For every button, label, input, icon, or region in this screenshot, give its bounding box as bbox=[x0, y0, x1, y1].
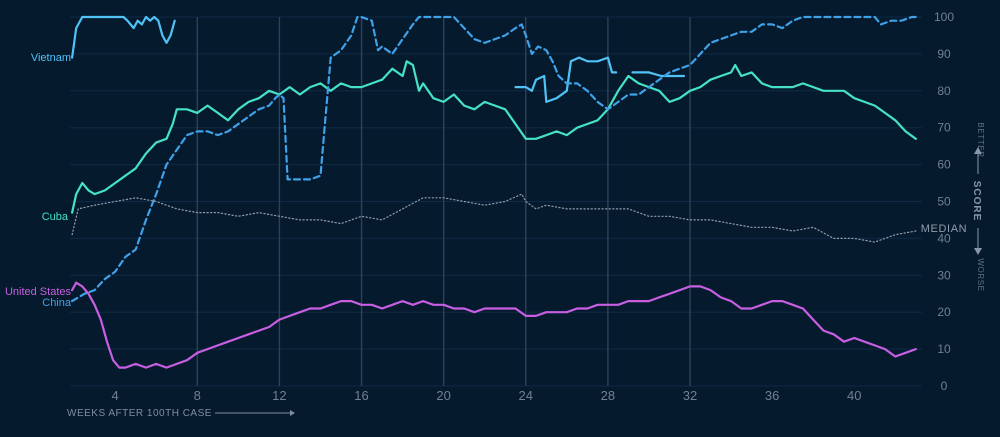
series-label-median: MEDIAN bbox=[921, 223, 967, 235]
score-axis-annotation: BETTER SCORE WORSE bbox=[971, 122, 985, 291]
x-tick-label-40: 40 bbox=[847, 388, 861, 403]
series-label-china: China bbox=[42, 297, 72, 309]
y-tick-label-0: 0 bbox=[941, 379, 948, 393]
y-tick-label-60: 60 bbox=[937, 158, 951, 172]
series-line-china-late bbox=[631, 71, 685, 78]
x-axis-ticks: 4 8 12 16 20 24 28 32 36 40 bbox=[112, 388, 862, 403]
better-arrow-icon bbox=[974, 147, 982, 154]
score-label: SCORE bbox=[971, 181, 982, 222]
y-tick-label-100: 100 bbox=[934, 10, 954, 24]
y-tick-label-30: 30 bbox=[937, 268, 951, 282]
worse-label: WORSE bbox=[976, 258, 985, 291]
x-tick-label-20: 20 bbox=[436, 388, 450, 403]
x-tick-label-16: 16 bbox=[354, 388, 368, 403]
worse-arrow-icon bbox=[974, 248, 982, 255]
y-tick-label-20: 20 bbox=[937, 305, 951, 319]
series-line-vietnam bbox=[71, 15, 176, 59]
y-tick-label-40: 40 bbox=[937, 231, 951, 245]
series-line-united-states bbox=[71, 281, 917, 369]
x-tick-label-8: 8 bbox=[194, 388, 201, 403]
series-line-cuba bbox=[71, 60, 917, 214]
x-axis-arrow bbox=[215, 410, 295, 416]
y-tick-label-90: 90 bbox=[937, 47, 951, 61]
grid bbox=[70, 16, 922, 387]
x-tick-label-12: 12 bbox=[272, 388, 286, 403]
series-line-china bbox=[71, 15, 917, 303]
y-tick-label-70: 70 bbox=[937, 121, 951, 135]
series-line-vietnam-later bbox=[514, 56, 618, 103]
vertical-gridlines bbox=[196, 17, 691, 386]
y-tick-label-10: 10 bbox=[937, 342, 951, 356]
x-axis-title: WEEKS AFTER 100TH CASE bbox=[67, 408, 212, 419]
y-axis-ticks: 0 10 20 30 40 50 60 70 80 90 100 bbox=[934, 10, 954, 393]
series-label-cuba: Cuba bbox=[42, 211, 69, 223]
series-lines bbox=[71, 15, 917, 369]
x-tick-label-36: 36 bbox=[765, 388, 779, 403]
x-tick-label-32: 32 bbox=[683, 388, 697, 403]
better-label: BETTER bbox=[976, 122, 985, 157]
x-tick-label-24: 24 bbox=[519, 388, 533, 403]
series-line-median bbox=[71, 193, 917, 243]
x-tick-label-4: 4 bbox=[112, 388, 119, 403]
y-tick-label-80: 80 bbox=[937, 84, 951, 98]
series-label-vietnam: Vietnam bbox=[31, 52, 71, 64]
x-tick-label-28: 28 bbox=[601, 388, 615, 403]
y-tick-label-50: 50 bbox=[937, 195, 951, 209]
series-label-united-states: United States bbox=[5, 286, 72, 298]
